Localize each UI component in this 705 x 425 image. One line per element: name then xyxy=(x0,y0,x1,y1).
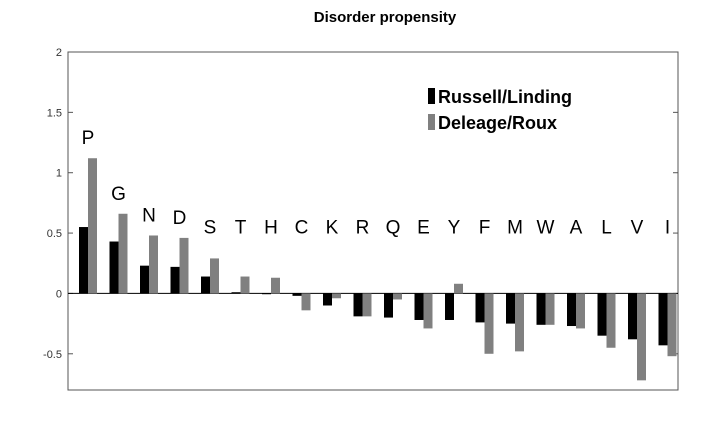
category-label-L: L xyxy=(601,217,612,238)
y-tick-label: 1 xyxy=(56,168,62,180)
bar-deleage-roux-K xyxy=(332,293,341,299)
bar-russell-linding-F xyxy=(475,293,485,323)
legend-swatch-deleage-roux xyxy=(428,114,435,130)
y-tick-label: -0.5 xyxy=(43,349,62,361)
bar-russell-linding-K xyxy=(323,293,332,306)
bar-russell-linding-D xyxy=(170,266,180,294)
bar-russell-linding-H xyxy=(262,293,271,295)
bar-russell-linding-M xyxy=(506,293,515,324)
category-label-N: N xyxy=(142,205,156,226)
category-label-W: W xyxy=(537,217,555,238)
category-label-A: A xyxy=(570,217,583,238)
category-label-R: R xyxy=(356,217,370,238)
category-label-Y: Y xyxy=(448,217,461,238)
bar-deleage-roux-T xyxy=(240,276,250,294)
bar-deleage-roux-F xyxy=(484,293,494,354)
category-label-K: K xyxy=(326,217,339,238)
category-label-V: V xyxy=(631,217,644,238)
bar-russell-linding-W xyxy=(536,293,546,325)
bar-deleage-roux-N xyxy=(149,235,158,294)
y-tick-label: 0.5 xyxy=(47,228,62,240)
bar-russell-linding-V xyxy=(628,293,637,340)
plot-frame xyxy=(67,51,679,391)
bars xyxy=(79,158,677,381)
bar-deleage-roux-S xyxy=(210,258,219,294)
bar-deleage-roux-M xyxy=(515,293,524,352)
bar-deleage-roux-L xyxy=(606,293,616,348)
bar-russell-linding-G xyxy=(109,241,119,294)
bar-deleage-roux-E xyxy=(423,293,433,329)
category-label-G: G xyxy=(111,184,126,205)
bar-deleage-roux-V xyxy=(637,293,646,381)
y-tick-label: 1.5 xyxy=(47,107,62,119)
bar-deleage-roux-G xyxy=(118,213,128,294)
bar-deleage-roux-D xyxy=(179,237,189,294)
category-label-M: M xyxy=(507,217,523,238)
chart-title: Disorder propensity xyxy=(314,9,457,26)
bar-deleage-roux-Y xyxy=(454,283,463,294)
bar-russell-linding-R xyxy=(353,293,363,317)
category-label-C: C xyxy=(295,217,309,238)
category-label-E: E xyxy=(417,217,430,238)
category-label-I: I xyxy=(665,217,670,238)
bar-russell-linding-Q xyxy=(384,293,393,318)
bar-russell-linding-N xyxy=(140,265,149,294)
bar-russell-linding-L xyxy=(597,293,607,336)
bar-russell-linding-E xyxy=(414,293,424,320)
bar-deleage-roux-R xyxy=(362,293,372,317)
bar-deleage-roux-C xyxy=(301,293,311,311)
category-label-D: D xyxy=(173,208,187,229)
legend: Russell/Linding Deleage/Roux xyxy=(428,87,572,133)
bar-deleage-roux-Q xyxy=(393,293,402,300)
category-label-Q: Q xyxy=(386,217,401,238)
category-label-H: H xyxy=(264,217,278,238)
y-tick-label: 0 xyxy=(56,288,62,300)
bar-deleage-roux-P xyxy=(88,158,97,294)
bar-russell-linding-C xyxy=(292,293,302,296)
bar-russell-linding-A xyxy=(567,293,576,327)
bar-deleage-roux-A xyxy=(576,293,585,329)
bar-russell-linding-P xyxy=(79,227,88,294)
bar-deleage-roux-H xyxy=(271,277,280,294)
category-labels: P GN D S T H C K R Q E Y F M W A L V I xyxy=(82,128,670,238)
bar-russell-linding-Y xyxy=(445,293,454,320)
bar-deleage-roux-W xyxy=(545,293,555,325)
category-label-F: F xyxy=(479,217,491,238)
y-tick-label: 2 xyxy=(56,47,62,59)
bar-russell-linding-T xyxy=(231,292,241,294)
legend-label-russell-linding: Russell/Linding xyxy=(438,87,572,107)
bar-deleage-roux-I xyxy=(667,293,677,357)
bar-russell-linding-S xyxy=(201,276,210,294)
legend-label-deleage-roux: Deleage/Roux xyxy=(438,113,557,133)
category-label-P: P xyxy=(82,128,95,149)
category-label-S: S xyxy=(204,217,217,238)
bar-russell-linding-I xyxy=(658,293,668,346)
legend-swatch-russell-linding xyxy=(428,88,435,104)
category-label-T: T xyxy=(235,217,247,238)
